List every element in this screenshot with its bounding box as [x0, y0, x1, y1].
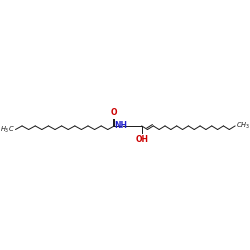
Text: $H_3C$: $H_3C$ [0, 124, 14, 135]
Text: NH: NH [114, 122, 127, 130]
Text: $CH_3$: $CH_3$ [236, 121, 250, 131]
Text: OH: OH [135, 134, 148, 143]
Text: O: O [111, 108, 117, 117]
